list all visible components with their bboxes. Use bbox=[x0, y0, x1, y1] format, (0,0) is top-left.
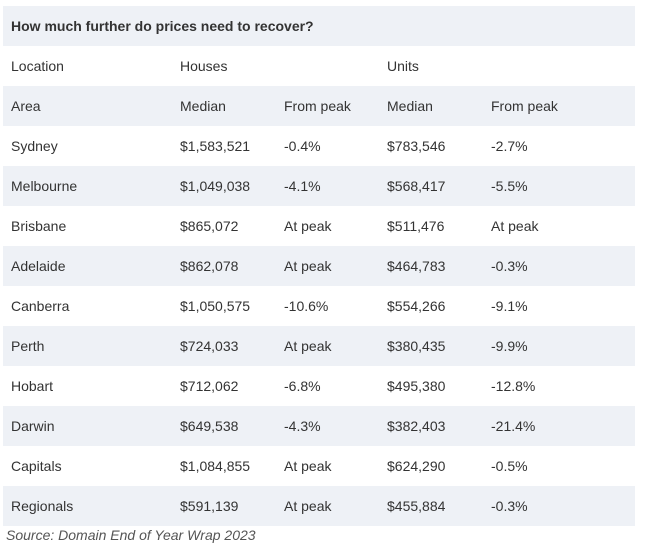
table-row: Perth $724,033 At peak $380,435 -9.9% bbox=[3, 326, 635, 366]
cell-units-median: $783,546 bbox=[379, 126, 483, 166]
table-row: Brisbane $865,072 At peak $511,476 At peak bbox=[3, 206, 635, 246]
table-row: Sydney $1,583,521 -0.4% $783,546 -2.7% bbox=[3, 126, 635, 166]
table-row: Regionals $591,139 At peak $455,884 -0.3% bbox=[3, 486, 635, 526]
cell-units-median: $464,783 bbox=[379, 246, 483, 286]
cell-units-from-peak: -0.5% bbox=[483, 446, 635, 486]
header-houses-median: Median bbox=[172, 86, 276, 126]
cell-houses-from-peak: -4.1% bbox=[276, 166, 379, 206]
header-units: Units bbox=[379, 46, 635, 86]
cell-units-median: $455,884 bbox=[379, 486, 483, 526]
cell-area: Perth bbox=[3, 326, 172, 366]
header-houses: Houses bbox=[172, 46, 379, 86]
cell-houses-median: $1,583,521 bbox=[172, 126, 276, 166]
cell-houses-from-peak: -0.4% bbox=[276, 126, 379, 166]
cell-area: Canberra bbox=[3, 286, 172, 326]
header-units-median: Median bbox=[379, 86, 483, 126]
cell-units-from-peak: -5.5% bbox=[483, 166, 635, 206]
sub-header-row: Area Median From peak Median From peak bbox=[3, 86, 635, 126]
cell-units-median: $568,417 bbox=[379, 166, 483, 206]
cell-area: Hobart bbox=[3, 366, 172, 406]
header-location: Location bbox=[3, 46, 172, 86]
cell-houses-from-peak: At peak bbox=[276, 206, 379, 246]
cell-area: Darwin bbox=[3, 406, 172, 446]
cell-houses-from-peak: -10.6% bbox=[276, 286, 379, 326]
table-body: How much further do prices need to recov… bbox=[3, 6, 635, 526]
table-title-row: How much further do prices need to recov… bbox=[3, 6, 635, 46]
table-row: Melbourne $1,049,038 -4.1% $568,417 -5.5% bbox=[3, 166, 635, 206]
cell-area: Adelaide bbox=[3, 246, 172, 286]
cell-area: Sydney bbox=[3, 126, 172, 166]
price-recovery-table: How much further do prices need to recov… bbox=[3, 6, 635, 526]
cell-houses-median: $1,050,575 bbox=[172, 286, 276, 326]
table-title: How much further do prices need to recov… bbox=[3, 6, 635, 46]
cell-area: Regionals bbox=[3, 486, 172, 526]
cell-houses-median: $591,139 bbox=[172, 486, 276, 526]
cell-units-from-peak: -9.9% bbox=[483, 326, 635, 366]
cell-units-from-peak: -9.1% bbox=[483, 286, 635, 326]
cell-units-from-peak: -12.8% bbox=[483, 366, 635, 406]
cell-units-median: $382,403 bbox=[379, 406, 483, 446]
cell-houses-from-peak: At peak bbox=[276, 446, 379, 486]
header-houses-from-peak: From peak bbox=[276, 86, 379, 126]
cell-area: Capitals bbox=[3, 446, 172, 486]
cell-units-median: $624,290 bbox=[379, 446, 483, 486]
table-row: Adelaide $862,078 At peak $464,783 -0.3% bbox=[3, 246, 635, 286]
cell-area: Melbourne bbox=[3, 166, 172, 206]
header-units-from-peak: From peak bbox=[483, 86, 635, 126]
cell-units-from-peak: At peak bbox=[483, 206, 635, 246]
cell-units-from-peak: -0.3% bbox=[483, 486, 635, 526]
cell-units-from-peak: -2.7% bbox=[483, 126, 635, 166]
group-header-row: Location Houses Units bbox=[3, 46, 635, 86]
cell-houses-from-peak: At peak bbox=[276, 486, 379, 526]
cell-houses-from-peak: At peak bbox=[276, 246, 379, 286]
cell-houses-median: $712,062 bbox=[172, 366, 276, 406]
cell-houses-from-peak: -4.3% bbox=[276, 406, 379, 446]
table-row: Darwin $649,538 -4.3% $382,403 -21.4% bbox=[3, 406, 635, 446]
header-area: Area bbox=[3, 86, 172, 126]
cell-houses-median: $1,084,855 bbox=[172, 446, 276, 486]
cell-units-from-peak: -21.4% bbox=[483, 406, 635, 446]
table-row: Capitals $1,084,855 At peak $624,290 -0.5% bbox=[3, 446, 635, 486]
cell-houses-median: $724,033 bbox=[172, 326, 276, 366]
cell-area: Brisbane bbox=[3, 206, 172, 246]
table-row: Hobart $712,062 -6.8% $495,380 -12.8% bbox=[3, 366, 635, 406]
cell-houses-median: $865,072 bbox=[172, 206, 276, 246]
cell-units-median: $511,476 bbox=[379, 206, 483, 246]
cell-houses-median: $862,078 bbox=[172, 246, 276, 286]
cell-houses-from-peak: At peak bbox=[276, 326, 379, 366]
cell-houses-median: $1,049,038 bbox=[172, 166, 276, 206]
cell-units-from-peak: -0.3% bbox=[483, 246, 635, 286]
cell-units-median: $380,435 bbox=[379, 326, 483, 366]
cell-houses-from-peak: -6.8% bbox=[276, 366, 379, 406]
cell-houses-median: $649,538 bbox=[172, 406, 276, 446]
cell-units-median: $495,380 bbox=[379, 366, 483, 406]
table-row: Canberra $1,050,575 -10.6% $554,266 -9.1% bbox=[3, 286, 635, 326]
cell-units-median: $554,266 bbox=[379, 286, 483, 326]
source-note: Source: Domain End of Year Wrap 2023 bbox=[6, 527, 256, 543]
